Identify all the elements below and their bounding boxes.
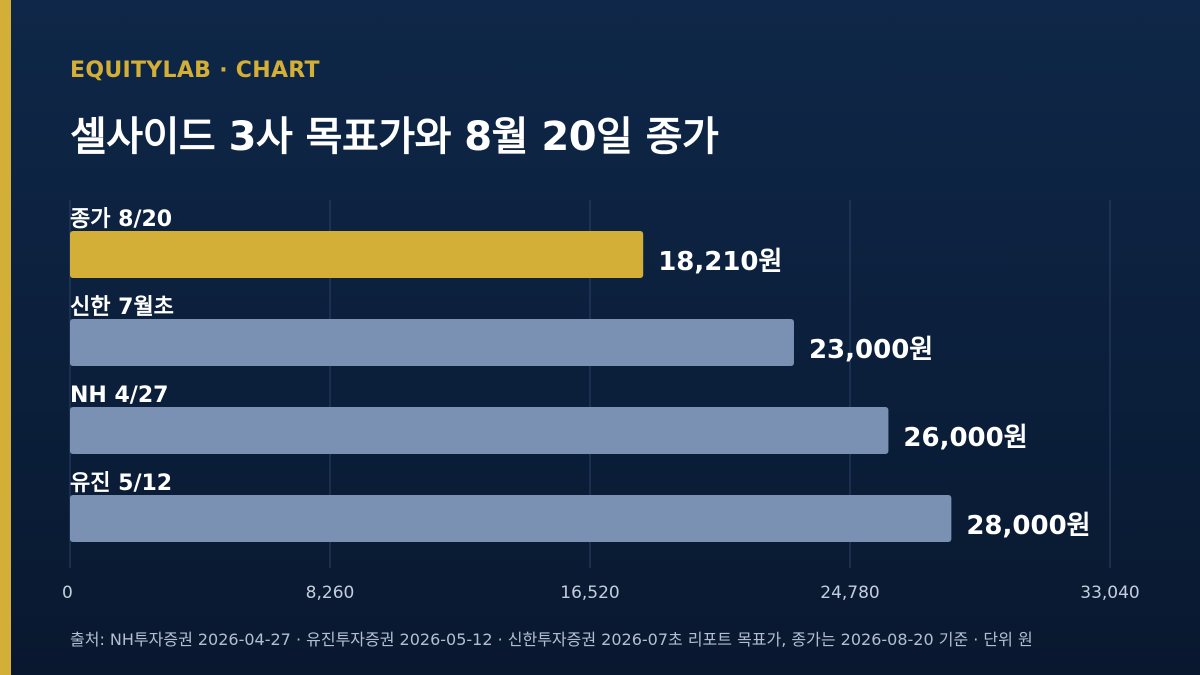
chart-title: 셀사이드 3사 목표가와 8월 20일 종가 — [70, 114, 719, 160]
bar-category-label: NH 4/27 — [70, 383, 168, 408]
bar — [70, 231, 644, 278]
bar — [70, 407, 889, 454]
x-tick-label: 0 — [62, 583, 73, 603]
bar-value-label: 23,000원 — [809, 335, 933, 365]
bar-category-label: 종가 8/20 — [70, 207, 172, 232]
bar-value-label: 18,210원 — [658, 247, 782, 277]
x-tick-label: 33,040 — [1080, 583, 1139, 603]
bar — [70, 495, 952, 542]
source-note: 출처: NH투자증권 2026-04-27 · 유진투자증권 2026-05-1… — [70, 630, 1033, 649]
bar-category-label: 신한 7월초 — [70, 295, 174, 320]
accent-stripe — [0, 0, 11, 675]
x-tick-label: 24,780 — [820, 583, 879, 603]
bar — [70, 319, 794, 366]
brand-label: EQUITYLAB · CHART — [70, 58, 320, 83]
bar-value-label: 26,000원 — [903, 423, 1027, 453]
bar-value-label: 28,000원 — [966, 511, 1090, 541]
bar-category-label: 유진 5/12 — [70, 471, 172, 496]
x-axis-ticks: 0 8,260 16,520 24,780 33,040 — [62, 583, 1140, 603]
x-tick-label: 8,260 — [306, 583, 355, 603]
x-tick-label: 16,520 — [560, 583, 619, 603]
